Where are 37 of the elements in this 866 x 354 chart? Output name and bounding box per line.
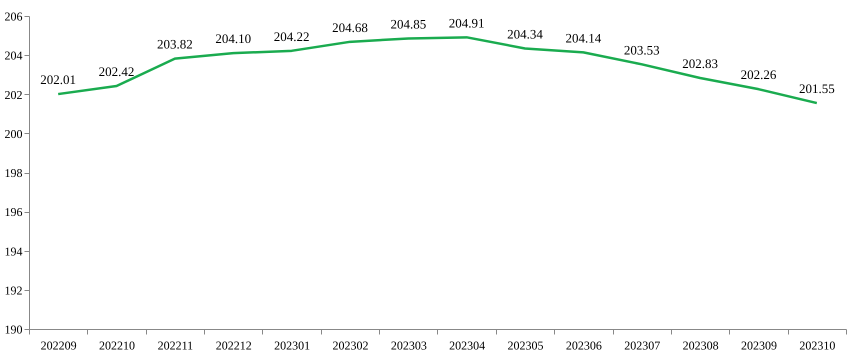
x-tick-label: 202303 [390,338,427,352]
y-tick-label: 190 [4,322,22,336]
y-tick-label: 198 [4,166,22,180]
data-label: 201.55 [798,81,835,96]
y-tick-label: 206 [4,10,22,24]
y-tick-label: 194 [4,244,22,258]
data-label: 204.34 [507,26,544,42]
data-label: 204.22 [274,28,310,44]
y-tick-label: 196 [4,205,22,220]
x-tick-label: 202308 [682,338,719,352]
x-tick-label: 202310 [799,338,836,352]
data-label: 202.01 [40,72,76,88]
y-tick-label: 202 [4,88,22,102]
x-tick-label: 202212 [216,338,252,352]
x-tick-label: 202306 [566,338,602,352]
data-label: 203.53 [624,42,660,58]
data-label: 202.26 [740,67,777,82]
x-tick-label: 202302 [332,338,368,352]
data-label: 204.68 [332,20,368,35]
x-tick-label: 202304 [449,338,486,352]
x-tick-label: 202211 [158,338,194,352]
x-tick-label: 202301 [274,338,310,352]
data-label: 203.82 [157,36,193,52]
data-label: 204.91 [448,15,485,30]
x-tick-label: 202307 [624,338,660,352]
y-tick-label: 200 [4,126,22,141]
data-label: 204.14 [566,30,602,46]
data-label: 204.10 [215,31,252,46]
y-tick-label: 204 [4,48,22,63]
x-tick-label: 202209 [40,338,77,352]
y-tick-label: 192 [4,283,22,298]
data-label: 202.42 [98,64,134,80]
x-tick-label: 202305 [508,338,544,352]
data-label: 202.83 [682,56,718,72]
x-tick-label: 202309 [740,338,777,352]
x-tick-label: 202210 [99,338,136,352]
data-label: 204.85 [390,16,426,32]
